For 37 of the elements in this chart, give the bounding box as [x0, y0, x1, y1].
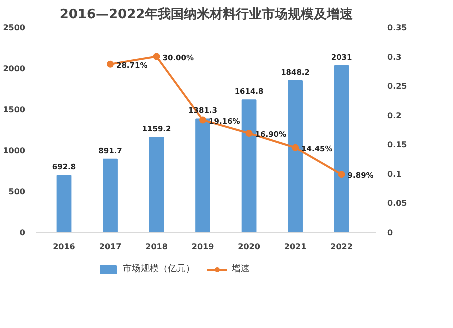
point [338, 171, 346, 178]
bar [242, 100, 257, 232]
x-tick-label: 2017 [99, 242, 122, 252]
x-tick-label: 2020 [238, 242, 261, 252]
y2-tick-label: 0.35 [388, 24, 408, 32]
y-tick-label: 500 [8, 188, 26, 196]
bar [56, 175, 72, 232]
y2-tick-label: 0 [388, 228, 394, 238]
x-tick-label: 2022 [330, 242, 353, 252]
x-tick-label: 2019 [192, 242, 215, 252]
y-tick-label: 2500 [3, 24, 26, 32]
x-tick-label: 2021 [284, 242, 308, 252]
y2-tick-label: 0.05 [388, 199, 408, 208]
legend-label: 市场规模（亿元） [122, 263, 195, 276]
point [200, 116, 207, 124]
y2-tick-label: 0.2 [388, 111, 402, 120]
chart-title: 2016—2022年我国纳米材料行业市场规模及增速 [60, 6, 354, 22]
y2-tick-label: 0.25 [388, 82, 408, 92]
point [153, 53, 160, 60]
bar [196, 118, 210, 232]
x-tick-label: 2016 [53, 242, 76, 252]
bar [334, 65, 350, 232]
point [107, 60, 114, 68]
legend-label: 增速 [232, 263, 251, 276]
x-tick-label: 2018 [146, 242, 168, 252]
y2-tick-label: 0.3 [388, 52, 402, 62]
y-tick-label: 2000 [3, 64, 26, 74]
bar [288, 80, 303, 232]
y2-tick-label: 0.15 [388, 140, 408, 150]
bar [103, 158, 118, 232]
y2-tick-label: 0.1 [388, 170, 402, 179]
y-tick-label: 1000 [3, 146, 26, 156]
point [246, 130, 253, 138]
point [292, 144, 300, 152]
y-tick-label: 0 [20, 228, 26, 238]
bar [149, 136, 164, 232]
y-tick-label: 1500 [3, 106, 26, 114]
